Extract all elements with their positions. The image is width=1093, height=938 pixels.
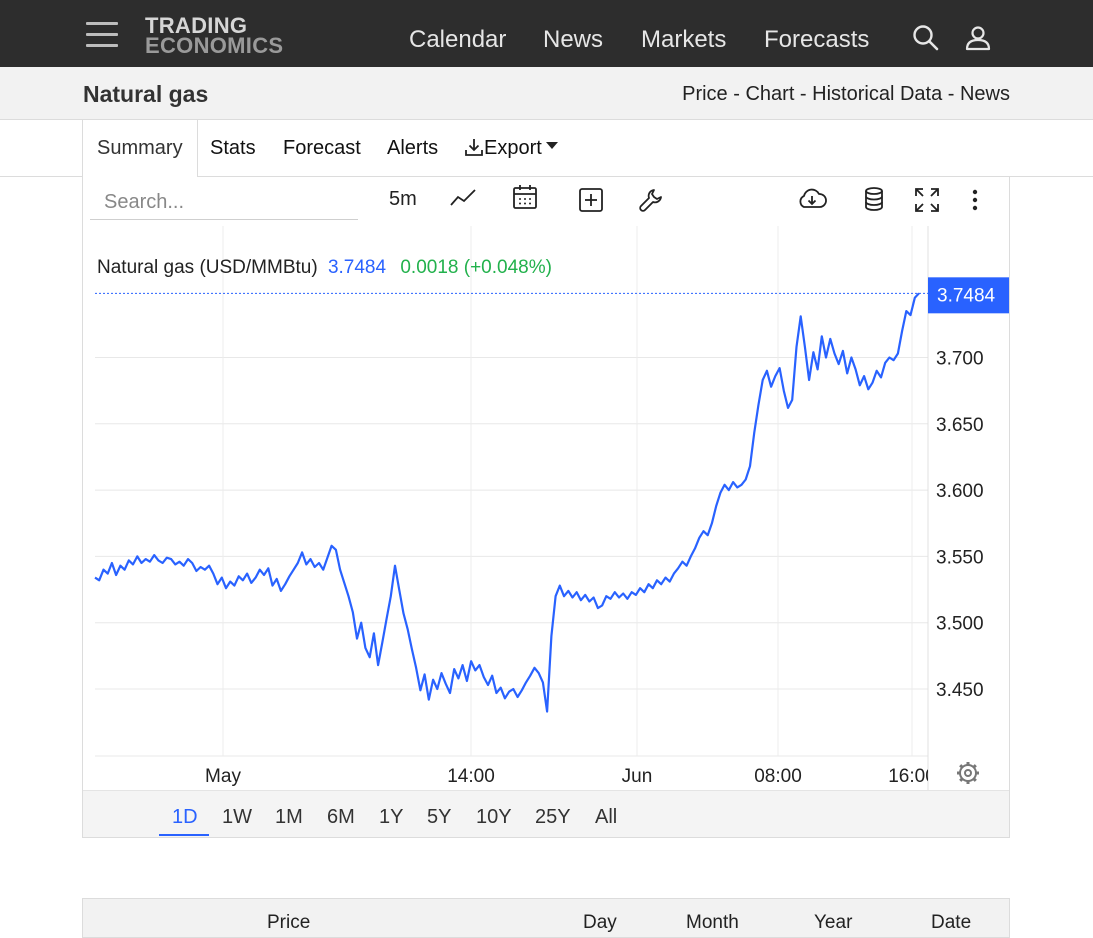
range-1m[interactable]: 1M (275, 806, 303, 828)
wrench-icon[interactable] (638, 187, 664, 213)
range-5y[interactable]: 5Y (427, 806, 452, 828)
series-line-natural-gas (94, 292, 920, 713)
tab-forecast[interactable]: Forecast (283, 137, 361, 159)
sublink-separator: - (727, 83, 746, 105)
range-1d[interactable]: 1D (172, 806, 198, 828)
th-day: Day (583, 912, 617, 933)
tab-summary[interactable]: Summary (82, 120, 198, 178)
legend-last-value: 3.7484 (328, 257, 387, 278)
page-title: Natural gas (83, 81, 209, 107)
tab-alerts[interactable]: Alerts (387, 137, 439, 159)
y-tick-label: 3.600 (936, 481, 984, 502)
tab-export[interactable]: Export (464, 120, 559, 177)
nav-forecasts[interactable]: Forecasts (764, 26, 870, 53)
chart-legend: Natural gas (USD/MMBtu) 3.7484 0.0018 (+… (97, 257, 552, 278)
nav-calendar[interactable]: Calendar (409, 26, 507, 53)
tab-stats[interactable]: Stats (210, 137, 256, 159)
y-tick-label: 3.500 (936, 614, 984, 635)
caret-down-icon (545, 142, 558, 149)
y-tick-label: 3.550 (936, 547, 984, 568)
user-icon[interactable] (964, 24, 992, 52)
th-month: Month (686, 912, 739, 933)
more-options-icon[interactable] (968, 188, 982, 214)
y-axis: 3.700 3.650 3.600 3.550 3.500 3.450 (936, 349, 984, 702)
legend-series-name: Natural gas (USD/MMBtu) (97, 257, 318, 278)
last-price-label: 3.7484 (937, 285, 996, 306)
th-price: Price (267, 912, 311, 933)
export-label: Export (484, 137, 542, 159)
sublink-news[interactable]: News (959, 83, 1010, 105)
fullscreen-icon[interactable] (913, 186, 941, 214)
th-date: Date (931, 912, 972, 933)
sublink-separator: - (794, 83, 813, 105)
last-price-label-bg (928, 277, 1009, 314)
calendar-icon[interactable] (512, 184, 538, 210)
range-10y[interactable]: 10Y (476, 806, 512, 828)
logo-line2: ECONOMICS (145, 33, 284, 58)
line-chart-icon[interactable] (449, 187, 477, 209)
chart-panel (82, 177, 1010, 838)
range-25y[interactable]: 25Y (535, 806, 571, 828)
x-tick-label: May (205, 766, 241, 787)
range-bar (83, 790, 1009, 837)
range-6m[interactable]: 6M (327, 806, 355, 828)
th-year: Year (814, 912, 853, 933)
logo-line1: TRADING (145, 13, 248, 38)
range-1y[interactable]: 1Y (379, 806, 404, 828)
y-tick-label: 3.650 (936, 415, 984, 436)
title-bar: Natural gas Price - Chart - Historical D… (0, 67, 1093, 120)
range-1w[interactable]: 1W (222, 806, 252, 828)
logo[interactable]: TRADING ECONOMICS (145, 13, 284, 58)
search-icon[interactable] (912, 24, 940, 52)
search-input[interactable] (90, 186, 358, 220)
top-navbar: TRADING ECONOMICS Calendar News Markets … (0, 0, 1093, 67)
sub-navigation: Price - Chart - Historical Data - News (682, 83, 1010, 106)
chart-settings-icon[interactable] (957, 762, 979, 784)
sublink-separator: - (942, 83, 960, 105)
range-active-indicator (159, 834, 209, 836)
y-tick-label: 3.450 (936, 680, 984, 701)
download-icon (465, 139, 483, 156)
x-axis: May 14:00 Jun 08:00 16:00 (205, 766, 936, 787)
y-tick-label: 3.700 (936, 349, 984, 370)
interval-selector[interactable]: 5m (389, 188, 417, 210)
add-indicator-icon[interactable] (578, 187, 604, 213)
nav-markets[interactable]: Markets (641, 26, 727, 53)
nav-news[interactable]: News (543, 26, 604, 53)
quote-table-header (82, 898, 1010, 938)
database-icon[interactable] (863, 186, 885, 212)
menu-icon[interactable] (86, 22, 118, 48)
tabs-row: Summary Stats Forecast Alerts Export (0, 120, 1093, 178)
sublink-chart[interactable]: Chart (745, 83, 795, 105)
sublink-price[interactable]: Price (682, 83, 728, 105)
legend-change: 0.0018 (+0.048%) (400, 257, 552, 278)
chart-grid (95, 226, 929, 790)
x-tick-label: 16:00 (888, 766, 936, 787)
x-tick-label: Jun (622, 766, 653, 787)
x-tick-label: 08:00 (754, 766, 802, 787)
sublink-historical-data[interactable]: Historical Data (812, 83, 943, 105)
x-tick-label: 14:00 (447, 766, 495, 787)
range-all[interactable]: All (595, 806, 618, 828)
cloud-download-icon[interactable] (796, 187, 828, 211)
